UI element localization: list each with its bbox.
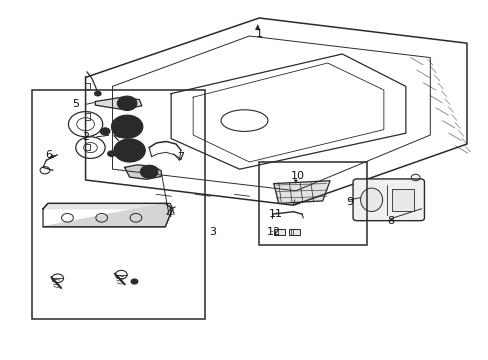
Polygon shape [43, 203, 172, 209]
Circle shape [111, 115, 142, 138]
Circle shape [117, 96, 137, 111]
Text: 2: 2 [82, 132, 89, 142]
Circle shape [100, 128, 110, 135]
Text: 6: 6 [45, 150, 52, 160]
Text: 7: 7 [177, 152, 184, 162]
FancyBboxPatch shape [352, 179, 424, 221]
Circle shape [118, 120, 136, 133]
Circle shape [114, 139, 145, 162]
Circle shape [122, 100, 132, 107]
Text: 12: 12 [266, 227, 280, 237]
Bar [32, 90, 205, 319]
Circle shape [107, 151, 115, 157]
Polygon shape [124, 165, 161, 179]
Ellipse shape [360, 188, 382, 211]
Text: 1: 1 [255, 29, 262, 39]
Polygon shape [273, 181, 329, 203]
Text: 3: 3 [209, 227, 216, 237]
Bar [289, 229, 300, 235]
Polygon shape [95, 97, 142, 109]
Circle shape [122, 145, 137, 156]
Text: 8: 8 [387, 216, 394, 226]
Circle shape [94, 91, 102, 96]
Text: 5: 5 [72, 99, 79, 109]
Text: 9: 9 [346, 197, 352, 207]
Polygon shape [43, 203, 172, 227]
Circle shape [131, 279, 138, 284]
Text: 4: 4 [165, 209, 172, 219]
Bar [273, 229, 284, 235]
Bar [259, 162, 366, 245]
Bar [391, 189, 413, 211]
Text: 10: 10 [291, 171, 305, 181]
Text: 11: 11 [269, 209, 283, 219]
Circle shape [140, 165, 158, 178]
